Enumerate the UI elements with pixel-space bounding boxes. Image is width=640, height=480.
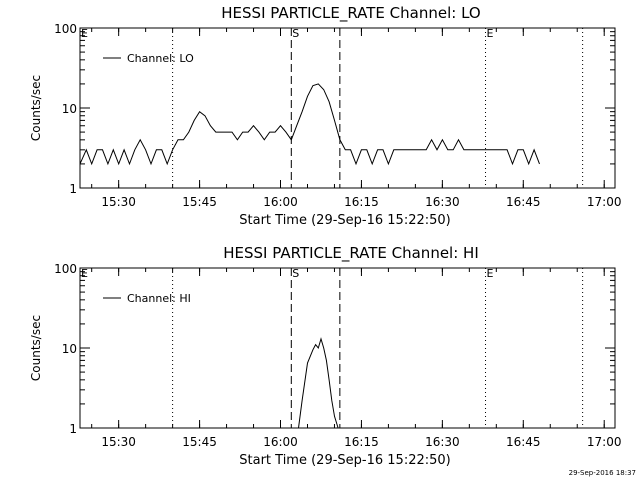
x-tick-label: 16:15	[344, 435, 379, 449]
chart-title: HESSI PARTICLE_RATE Channel: LO	[221, 4, 480, 23]
x-tick-label: 16:30	[425, 435, 460, 449]
timestamp: 29-Sep-2016 18:37	[569, 469, 636, 477]
legend-entry: Channel: HI	[127, 292, 191, 305]
time-marker-label: E	[487, 267, 494, 280]
y-axis-label: Counts/sec	[29, 75, 43, 141]
chart-hi: HESSI PARTICLE_RATE Channel: HI 15:30 15:…	[29, 244, 622, 468]
y-tick-label: 100	[54, 262, 77, 276]
y-tick-label: 100	[54, 22, 77, 36]
x-tick-label: 16:45	[506, 195, 541, 209]
series-line-lo	[79, 83, 540, 166]
y-tick-label: 10	[62, 102, 77, 116]
x-tick-label: 15:45	[182, 195, 217, 209]
x-axis-label: Start Time (29-Sep-16 15:22:50)	[239, 213, 450, 228]
y-tick-label: 1	[69, 422, 77, 436]
legend: Channel: LO	[103, 52, 194, 65]
x-tick-label: 15:30	[101, 435, 136, 449]
y-tick-label: 1	[69, 182, 77, 196]
x-tick-label: 15:45	[182, 435, 217, 449]
x-tick-label: 16:45	[506, 435, 541, 449]
legend: Channel: HI	[103, 292, 191, 305]
legend-entry: Channel: LO	[127, 52, 194, 65]
series-line-hi	[298, 337, 339, 429]
x-axis-label: Start Time (29-Sep-16 15:22:50)	[239, 453, 450, 468]
time-marker-label: S	[292, 267, 299, 280]
chart-title: HESSI PARTICLE_RATE Channel: HI	[223, 244, 479, 263]
time-marker-label: E	[81, 267, 88, 280]
x-tick-label: 16:30	[425, 195, 460, 209]
x-tick-label: 16:15	[344, 195, 379, 209]
x-tick-label: 16:00	[263, 435, 298, 449]
x-tick-label: 17:00	[587, 195, 622, 209]
x-tick-label: 16:00	[263, 195, 298, 209]
time-marker-label: E	[487, 27, 494, 40]
y-tick-label: 10	[62, 342, 77, 356]
chart-lo: HESSI PARTICLE_RATE Channel: LO 15:30 15:…	[29, 4, 622, 228]
x-tick-label: 15:30	[101, 195, 136, 209]
time-marker-label: E	[81, 27, 88, 40]
time-marker-label: S	[292, 27, 299, 40]
x-tick-label: 17:00	[587, 435, 622, 449]
y-axis-label: Counts/sec	[29, 315, 43, 381]
